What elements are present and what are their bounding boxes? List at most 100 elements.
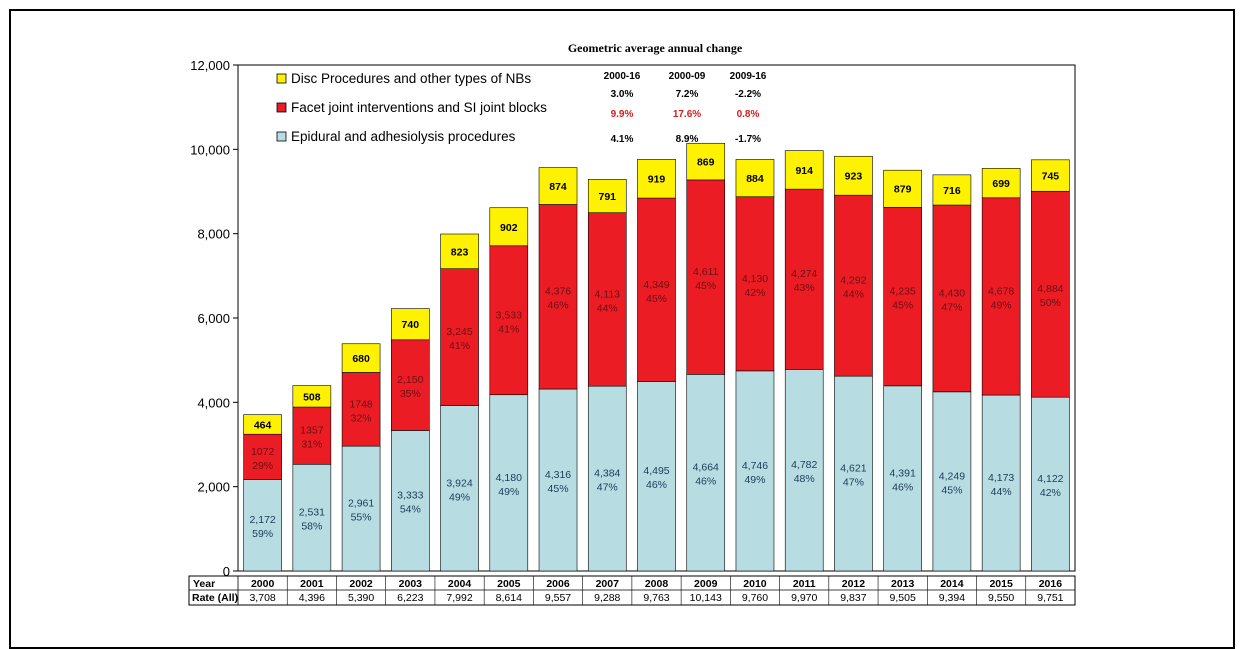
bar-segment bbox=[932, 391, 972, 572]
bar-percent-label: 45% bbox=[646, 293, 667, 305]
x-tick-label: 2000 bbox=[251, 578, 275, 590]
bar-value-label: 508 bbox=[303, 391, 321, 403]
bar-segment bbox=[686, 142, 726, 181]
bar-percent-label: 49% bbox=[744, 474, 765, 486]
x-tick-label: 2003 bbox=[399, 578, 423, 590]
change-value: 9.9% bbox=[611, 109, 634, 120]
bar-segment bbox=[784, 369, 824, 572]
bar-value-label: 699 bbox=[992, 178, 1010, 190]
y-tick-label: 0 bbox=[223, 564, 230, 579]
bar-segment bbox=[587, 385, 627, 572]
bar-value-label: 4,384 bbox=[594, 468, 620, 480]
bar-value-label: 1357 bbox=[300, 425, 324, 437]
table-cell-rate: 9,288 bbox=[594, 592, 620, 604]
table-cell-rate: 9,837 bbox=[840, 592, 866, 604]
bar-value-label: 879 bbox=[894, 184, 912, 196]
table-cell-rate: 5,390 bbox=[348, 592, 374, 604]
bar-value-label: 3,924 bbox=[446, 477, 472, 489]
legend-swatch bbox=[276, 102, 287, 113]
bar-percent-label: 45% bbox=[892, 300, 913, 312]
bar-percent-label: 47% bbox=[843, 477, 864, 489]
legend-label: Facet joint interventions and SI joint b… bbox=[291, 100, 547, 115]
bar-percent-label: 44% bbox=[597, 302, 618, 314]
bar-value-label: 791 bbox=[598, 191, 616, 203]
bar-percent-label: 46% bbox=[695, 476, 716, 488]
table-cell-rate: 7,992 bbox=[446, 592, 472, 604]
change-value: -2.2% bbox=[735, 89, 761, 100]
bar-percent-label: 49% bbox=[449, 491, 470, 503]
bar-value-label: 4,621 bbox=[840, 463, 866, 475]
bar-value-label: 884 bbox=[746, 173, 764, 185]
bar-percent-label: 45% bbox=[548, 483, 569, 495]
bar-value-label: 1072 bbox=[251, 446, 275, 458]
bar-value-label: 4,611 bbox=[693, 266, 719, 278]
table-cell-rate: 9,557 bbox=[545, 592, 571, 604]
table-cell-rate: 9,760 bbox=[742, 592, 768, 604]
bar-segment bbox=[735, 196, 775, 372]
x-tick-label: 2007 bbox=[596, 578, 620, 590]
bar-segment bbox=[637, 159, 676, 199]
bar-percent-label: 31% bbox=[301, 439, 322, 451]
bar-segment bbox=[686, 374, 726, 572]
bar-segment bbox=[341, 372, 381, 447]
bar-percent-label: 54% bbox=[400, 504, 421, 516]
bar-segment bbox=[538, 204, 578, 390]
bar-percent-label: 44% bbox=[991, 486, 1012, 498]
table-cell-rate: 3,708 bbox=[249, 592, 275, 604]
bar-segment bbox=[489, 207, 529, 247]
change-table-title: Geometric average annual change bbox=[568, 41, 743, 55]
bar-percent-label: 44% bbox=[843, 289, 864, 301]
bar-percent-label: 59% bbox=[252, 528, 273, 540]
bar-segment bbox=[883, 206, 922, 387]
stacked-bar-chart: 0 2,000 4,000 6,000 8,000 10,000 12,000 2,172 59… bbox=[188, 41, 1076, 606]
bar-segment bbox=[735, 159, 775, 198]
table-cell-rate: 4,396 bbox=[299, 592, 325, 604]
change-value: 4.1% bbox=[611, 134, 634, 145]
change-value: -1.7% bbox=[735, 134, 761, 145]
bar-segment bbox=[932, 174, 972, 206]
bar-value-label: 464 bbox=[254, 419, 272, 431]
x-tick-label: 2013 bbox=[891, 578, 915, 590]
bar-segment bbox=[292, 463, 332, 572]
bar-value-label: 4,678 bbox=[988, 285, 1014, 297]
bar-percent-label: 46% bbox=[892, 481, 913, 493]
bar-value-label: 902 bbox=[500, 222, 518, 234]
bar-value-label: 869 bbox=[697, 157, 715, 169]
y-tick-label: 8,000 bbox=[197, 227, 230, 242]
bar-percent-label: 58% bbox=[301, 521, 322, 533]
table-cell-rate: 9,970 bbox=[791, 592, 817, 604]
table-row-label: Rate (All) bbox=[192, 592, 238, 604]
bar-segment bbox=[538, 388, 578, 572]
x-tick-label: 2009 bbox=[694, 578, 718, 590]
table-cell-rate: 9,763 bbox=[643, 592, 669, 604]
bar-percent-label: 50% bbox=[1040, 297, 1061, 309]
y-tick-label: 12,000 bbox=[190, 58, 230, 73]
bar-segment bbox=[1031, 396, 1070, 572]
bar-value-label: 2,531 bbox=[299, 507, 325, 519]
bar-percent-label: 55% bbox=[351, 512, 372, 524]
bar-percent-label: 41% bbox=[449, 340, 470, 352]
bar-percent-label: 45% bbox=[695, 280, 716, 292]
y-tick-label: 2,000 bbox=[197, 480, 230, 495]
x-tick-label: 2016 bbox=[1039, 578, 1063, 590]
legend-label: Epidural and adhesiolysis procedures bbox=[291, 129, 516, 144]
bar-segment bbox=[587, 212, 627, 387]
bar-value-label: 680 bbox=[352, 353, 370, 365]
table-row-label: Year bbox=[193, 578, 215, 590]
y-tick-label: 6,000 bbox=[197, 311, 230, 326]
y-tick-label: 4,000 bbox=[197, 395, 230, 410]
bar-percent-label: 46% bbox=[646, 479, 667, 491]
bar-percent-label: 29% bbox=[252, 460, 273, 472]
table-cell-rate: 9,505 bbox=[890, 592, 916, 604]
x-tick-label: 2005 bbox=[497, 578, 521, 590]
bar-percent-label: 42% bbox=[1040, 487, 1061, 499]
bar-segment bbox=[243, 414, 282, 435]
bar-segment bbox=[637, 381, 676, 572]
bar-value-label: 2,150 bbox=[397, 374, 423, 386]
table-cell-rate: 6,223 bbox=[397, 592, 423, 604]
bar-value-label: 3,333 bbox=[397, 490, 423, 502]
bar-value-label: 1748 bbox=[349, 398, 373, 410]
change-value: 0.8% bbox=[737, 109, 760, 120]
table-cell-rate: 9,751 bbox=[1037, 592, 1063, 604]
x-tick-label: 2015 bbox=[989, 578, 1013, 590]
